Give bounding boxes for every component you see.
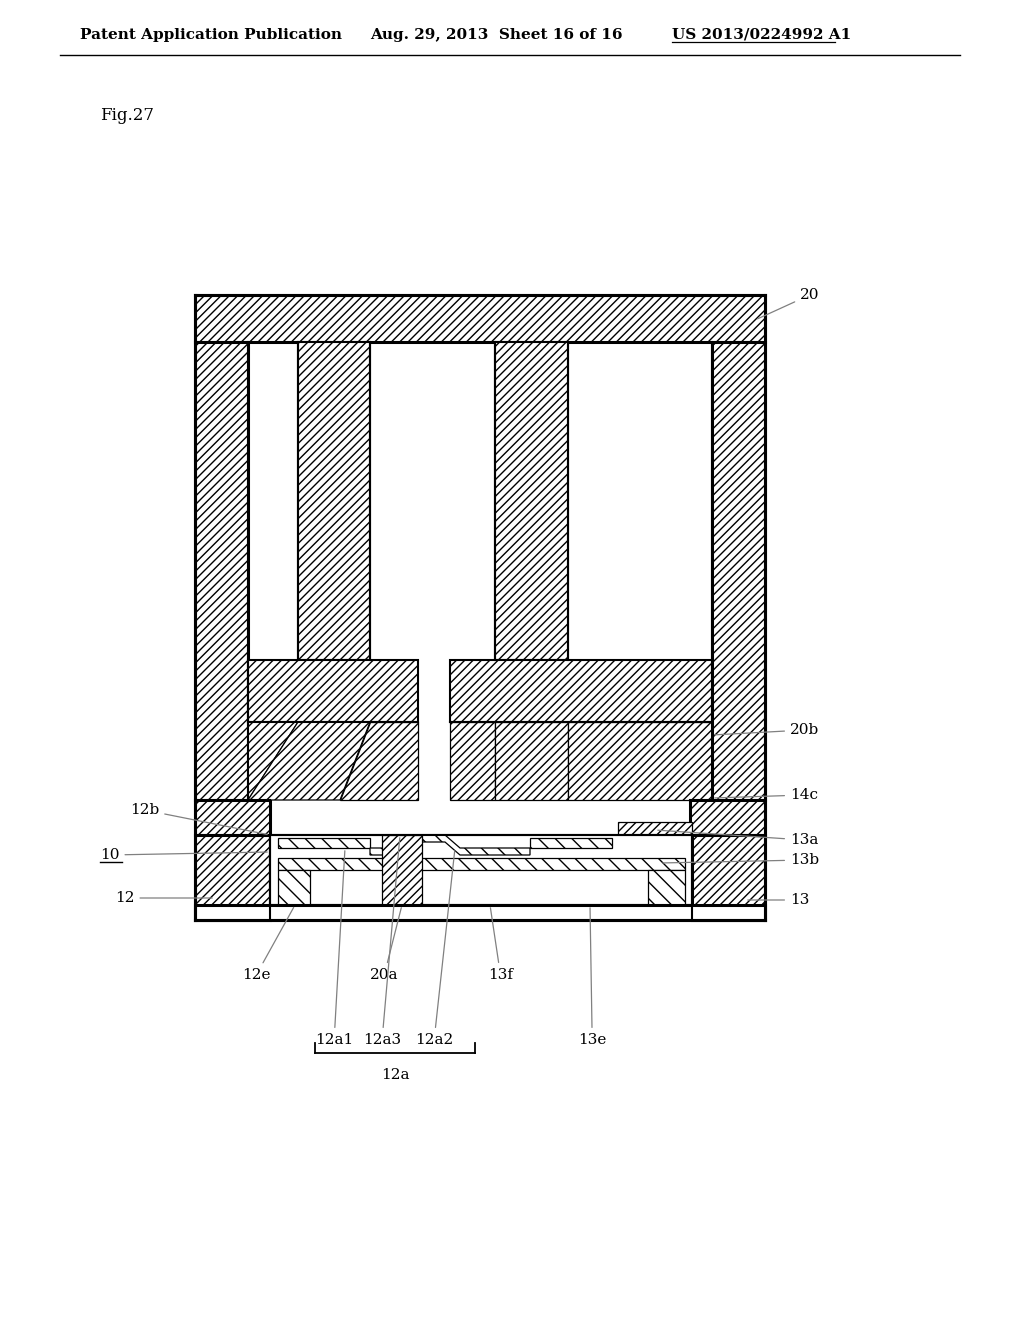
- Text: 13a: 13a: [657, 830, 818, 847]
- Polygon shape: [248, 722, 298, 800]
- Bar: [450, 660, 712, 722]
- Text: 20: 20: [758, 288, 819, 319]
- Bar: [195, 800, 270, 836]
- Bar: [195, 906, 765, 920]
- Polygon shape: [340, 722, 418, 800]
- Bar: [648, 870, 685, 906]
- Text: 13f: 13f: [488, 908, 513, 982]
- Bar: [495, 342, 568, 660]
- Bar: [195, 294, 765, 342]
- Text: 13e: 13e: [578, 908, 606, 1047]
- Bar: [712, 342, 765, 800]
- Text: Fig.27: Fig.27: [100, 107, 154, 124]
- Text: 12a1: 12a1: [315, 851, 353, 1047]
- Text: 20a: 20a: [370, 908, 401, 982]
- Text: Aug. 29, 2013  Sheet 16 of 16: Aug. 29, 2013 Sheet 16 of 16: [370, 28, 623, 42]
- Polygon shape: [248, 722, 370, 800]
- Bar: [278, 858, 685, 870]
- Bar: [248, 660, 418, 722]
- Text: 14c: 14c: [715, 788, 818, 803]
- Text: 12a2: 12a2: [415, 851, 455, 1047]
- Text: 13b: 13b: [663, 853, 819, 867]
- Text: 13: 13: [748, 894, 809, 907]
- Text: 12: 12: [115, 891, 212, 906]
- Polygon shape: [370, 836, 530, 855]
- Bar: [618, 822, 692, 838]
- Polygon shape: [495, 722, 568, 800]
- Bar: [195, 342, 248, 800]
- Text: 12e: 12e: [242, 907, 294, 982]
- Bar: [690, 800, 765, 836]
- Text: 12a: 12a: [381, 1068, 410, 1082]
- Polygon shape: [450, 722, 495, 800]
- Bar: [278, 838, 370, 847]
- Bar: [195, 836, 270, 920]
- Bar: [692, 836, 765, 920]
- Text: 20b: 20b: [715, 723, 819, 737]
- Text: 12a3: 12a3: [362, 838, 401, 1047]
- Bar: [530, 838, 612, 847]
- Bar: [382, 836, 422, 906]
- Bar: [278, 870, 310, 906]
- Text: 12b: 12b: [130, 803, 267, 834]
- Polygon shape: [568, 722, 712, 800]
- Text: Patent Application Publication: Patent Application Publication: [80, 28, 342, 42]
- Bar: [270, 836, 692, 906]
- Bar: [298, 342, 370, 660]
- Text: 10: 10: [100, 847, 267, 862]
- Text: US 2013/0224992 A1: US 2013/0224992 A1: [672, 28, 851, 42]
